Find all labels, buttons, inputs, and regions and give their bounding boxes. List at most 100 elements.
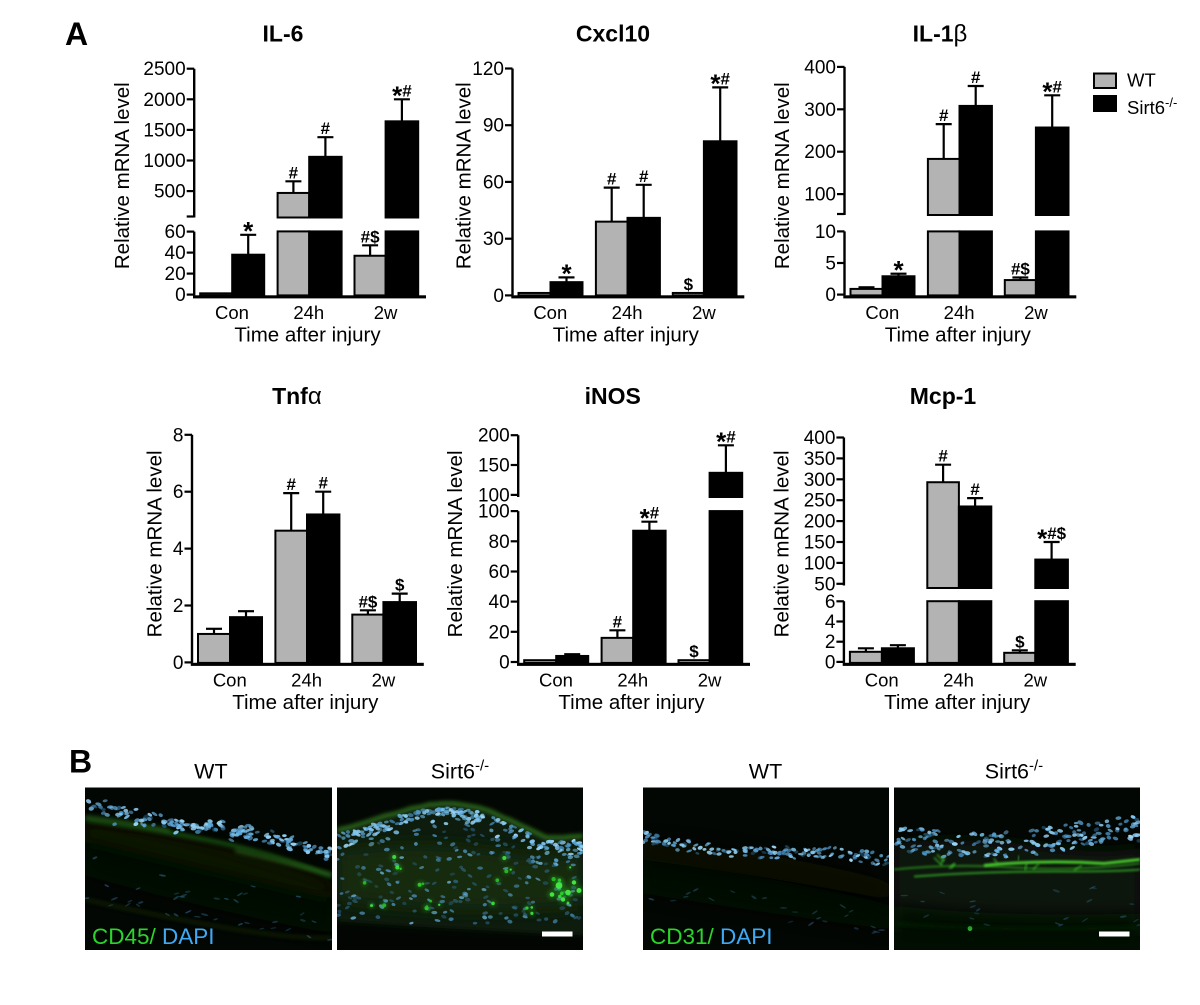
svg-text:CD45/ DAPI: CD45/ DAPI bbox=[92, 924, 215, 949]
svg-text:$: $ bbox=[684, 275, 694, 294]
svg-text:#: # bbox=[321, 119, 331, 138]
svg-text:24h: 24h bbox=[943, 669, 974, 690]
svg-text:2w: 2w bbox=[1023, 669, 1047, 690]
svg-text:Relative mRNA level: Relative mRNA level bbox=[144, 450, 167, 637]
svg-text:150: 150 bbox=[478, 456, 510, 477]
svg-text:#: # bbox=[289, 163, 299, 182]
svg-text:200: 200 bbox=[804, 512, 836, 533]
svg-text:WT: WT bbox=[1127, 70, 1156, 91]
svg-text:2w: 2w bbox=[698, 669, 722, 690]
svg-text:2w: 2w bbox=[374, 302, 398, 323]
svg-text:#: # bbox=[318, 474, 328, 493]
svg-text:Con: Con bbox=[539, 669, 573, 690]
svg-text:Con: Con bbox=[213, 669, 247, 690]
svg-text:4: 4 bbox=[173, 539, 184, 560]
svg-text:Time after injury: Time after injury bbox=[553, 323, 700, 346]
svg-text:*​#: *​# bbox=[1042, 77, 1062, 107]
svg-text:#: # bbox=[939, 106, 949, 125]
svg-text:#: # bbox=[286, 475, 296, 494]
svg-text:6: 6 bbox=[825, 592, 836, 613]
svg-text:Con: Con bbox=[533, 302, 567, 323]
svg-text:5: 5 bbox=[825, 254, 836, 275]
svg-text:CD31/ DAPI: CD31/ DAPI bbox=[650, 924, 773, 949]
svg-text:$: $ bbox=[689, 642, 699, 661]
svg-text:Sirt6-/-: Sirt6-/- bbox=[431, 758, 489, 784]
svg-text:100: 100 bbox=[804, 185, 836, 206]
svg-text:Time after injury: Time after injury bbox=[232, 691, 379, 714]
svg-text:IL-1β: IL-1β bbox=[913, 21, 968, 48]
svg-text:*​#: *​# bbox=[392, 81, 412, 111]
svg-text:Cxcl10: Cxcl10 bbox=[576, 21, 650, 47]
svg-text:#$: #$ bbox=[1011, 260, 1030, 279]
svg-text:24h: 24h bbox=[293, 302, 324, 323]
svg-text:20: 20 bbox=[165, 264, 186, 285]
svg-text:24h: 24h bbox=[612, 302, 643, 323]
svg-text:1500: 1500 bbox=[143, 120, 185, 141]
svg-text:*​#: *​# bbox=[640, 503, 660, 533]
svg-text:150: 150 bbox=[804, 533, 836, 554]
svg-text:Relative mRNA level: Relative mRNA level bbox=[771, 450, 794, 637]
svg-text:40: 40 bbox=[489, 592, 510, 613]
svg-text:100: 100 bbox=[478, 485, 510, 506]
svg-text:#$: #$ bbox=[361, 227, 380, 246]
svg-text:*​#: *​# bbox=[716, 427, 736, 457]
svg-text:250: 250 bbox=[804, 491, 836, 512]
svg-text:400: 400 bbox=[804, 428, 836, 449]
svg-text:Con: Con bbox=[865, 669, 899, 690]
svg-text:60: 60 bbox=[483, 172, 504, 193]
svg-text:WT: WT bbox=[749, 760, 782, 784]
svg-text:Time after injury: Time after injury bbox=[885, 323, 1032, 346]
svg-text:B: B bbox=[69, 744, 92, 780]
svg-text:*​: *​ bbox=[243, 216, 254, 246]
svg-text:0: 0 bbox=[173, 653, 184, 674]
svg-text:90: 90 bbox=[483, 116, 504, 137]
svg-text:Sirt6-/-: Sirt6-/- bbox=[985, 758, 1043, 784]
svg-text:1000: 1000 bbox=[143, 151, 185, 172]
svg-text:40: 40 bbox=[165, 243, 186, 264]
svg-text:6: 6 bbox=[173, 482, 184, 503]
svg-text:$: $ bbox=[1015, 632, 1025, 651]
svg-text:#: # bbox=[970, 480, 980, 499]
svg-text:IL-6: IL-6 bbox=[263, 21, 304, 47]
svg-text:Relative mRNA level: Relative mRNA level bbox=[452, 82, 475, 269]
svg-text:Mcp-1: Mcp-1 bbox=[910, 383, 977, 409]
svg-text:*​#: *​# bbox=[710, 69, 730, 99]
svg-text:300: 300 bbox=[804, 470, 836, 491]
svg-text:2w: 2w bbox=[692, 302, 716, 323]
svg-text:50: 50 bbox=[814, 574, 835, 595]
svg-text:#: # bbox=[613, 612, 623, 631]
svg-text:Sirt6-/-: Sirt6-/- bbox=[1127, 95, 1177, 118]
svg-text:60: 60 bbox=[165, 222, 186, 243]
svg-text:*​: *​ bbox=[893, 255, 904, 285]
svg-text:#$: #$ bbox=[358, 592, 377, 611]
svg-text:24h: 24h bbox=[944, 302, 975, 323]
svg-text:300: 300 bbox=[804, 100, 836, 121]
svg-text:Relative mRNA level: Relative mRNA level bbox=[771, 82, 794, 269]
svg-text:10: 10 bbox=[815, 222, 836, 243]
svg-text:#: # bbox=[938, 447, 948, 466]
svg-text:Con: Con bbox=[215, 302, 249, 323]
svg-text:WT: WT bbox=[194, 760, 227, 784]
svg-text:*​: *​ bbox=[561, 259, 572, 289]
svg-text:20: 20 bbox=[489, 622, 510, 643]
svg-text:Time after injury: Time after injury bbox=[884, 691, 1031, 714]
svg-text:24h: 24h bbox=[617, 669, 648, 690]
svg-text:8: 8 bbox=[173, 425, 184, 446]
svg-text:iNOS: iNOS bbox=[585, 383, 641, 409]
svg-text:0: 0 bbox=[825, 652, 836, 673]
svg-text:#: # bbox=[607, 170, 617, 189]
svg-text:0: 0 bbox=[175, 285, 186, 306]
svg-text:4: 4 bbox=[825, 612, 836, 633]
svg-text:2500: 2500 bbox=[143, 59, 185, 80]
svg-text:400: 400 bbox=[804, 57, 836, 78]
svg-text:350: 350 bbox=[804, 449, 836, 470]
svg-text:Relative mRNA level: Relative mRNA level bbox=[111, 82, 134, 269]
svg-text:80: 80 bbox=[489, 532, 510, 553]
svg-text:Tnfα: Tnfα bbox=[272, 383, 322, 410]
svg-text:Con: Con bbox=[865, 302, 899, 323]
svg-text:30: 30 bbox=[483, 229, 504, 250]
svg-text:2000: 2000 bbox=[143, 90, 185, 111]
svg-text:0: 0 bbox=[825, 285, 836, 306]
svg-text:100: 100 bbox=[478, 502, 510, 523]
svg-text:Time after injury: Time after injury bbox=[558, 691, 705, 714]
